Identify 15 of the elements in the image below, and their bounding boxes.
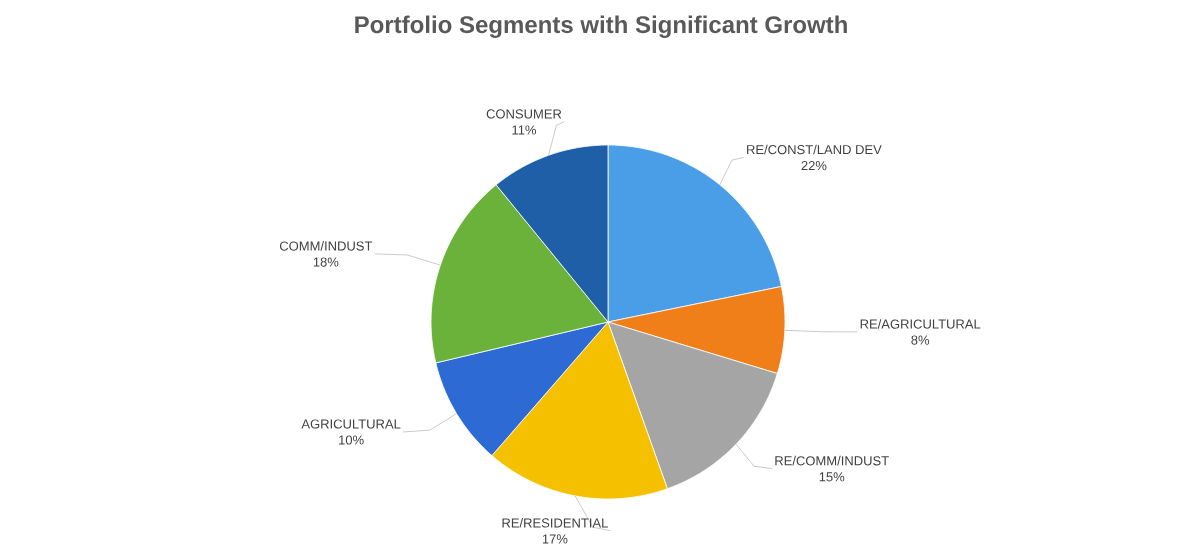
slice-label: AGRICULTURAL — [301, 419, 401, 429]
slice-label: RE/CONST/LAND DEV — [747, 144, 882, 155]
slice-label: RE/RESIDENTIAL — [502, 517, 608, 528]
chart-title: Portfolio Segments with Significant Growth — [355, 15, 847, 38]
slice-label: RE/AGRICULTURAL — [860, 319, 981, 329]
slice-label: RE/COMM/INDUST — [775, 455, 889, 466]
data-label: 10% — [339, 435, 364, 445]
data-label: 11% — [512, 125, 537, 135]
slice-label: CONSUMER — [486, 109, 562, 119]
data-label: 8% — [911, 335, 930, 345]
data-label: 18% — [313, 257, 339, 267]
data-label: 22% — [801, 161, 827, 171]
data-label: 17% — [542, 534, 568, 544]
slice-label: COMM/INDUST — [279, 241, 373, 251]
data-label: 15% — [819, 472, 845, 482]
